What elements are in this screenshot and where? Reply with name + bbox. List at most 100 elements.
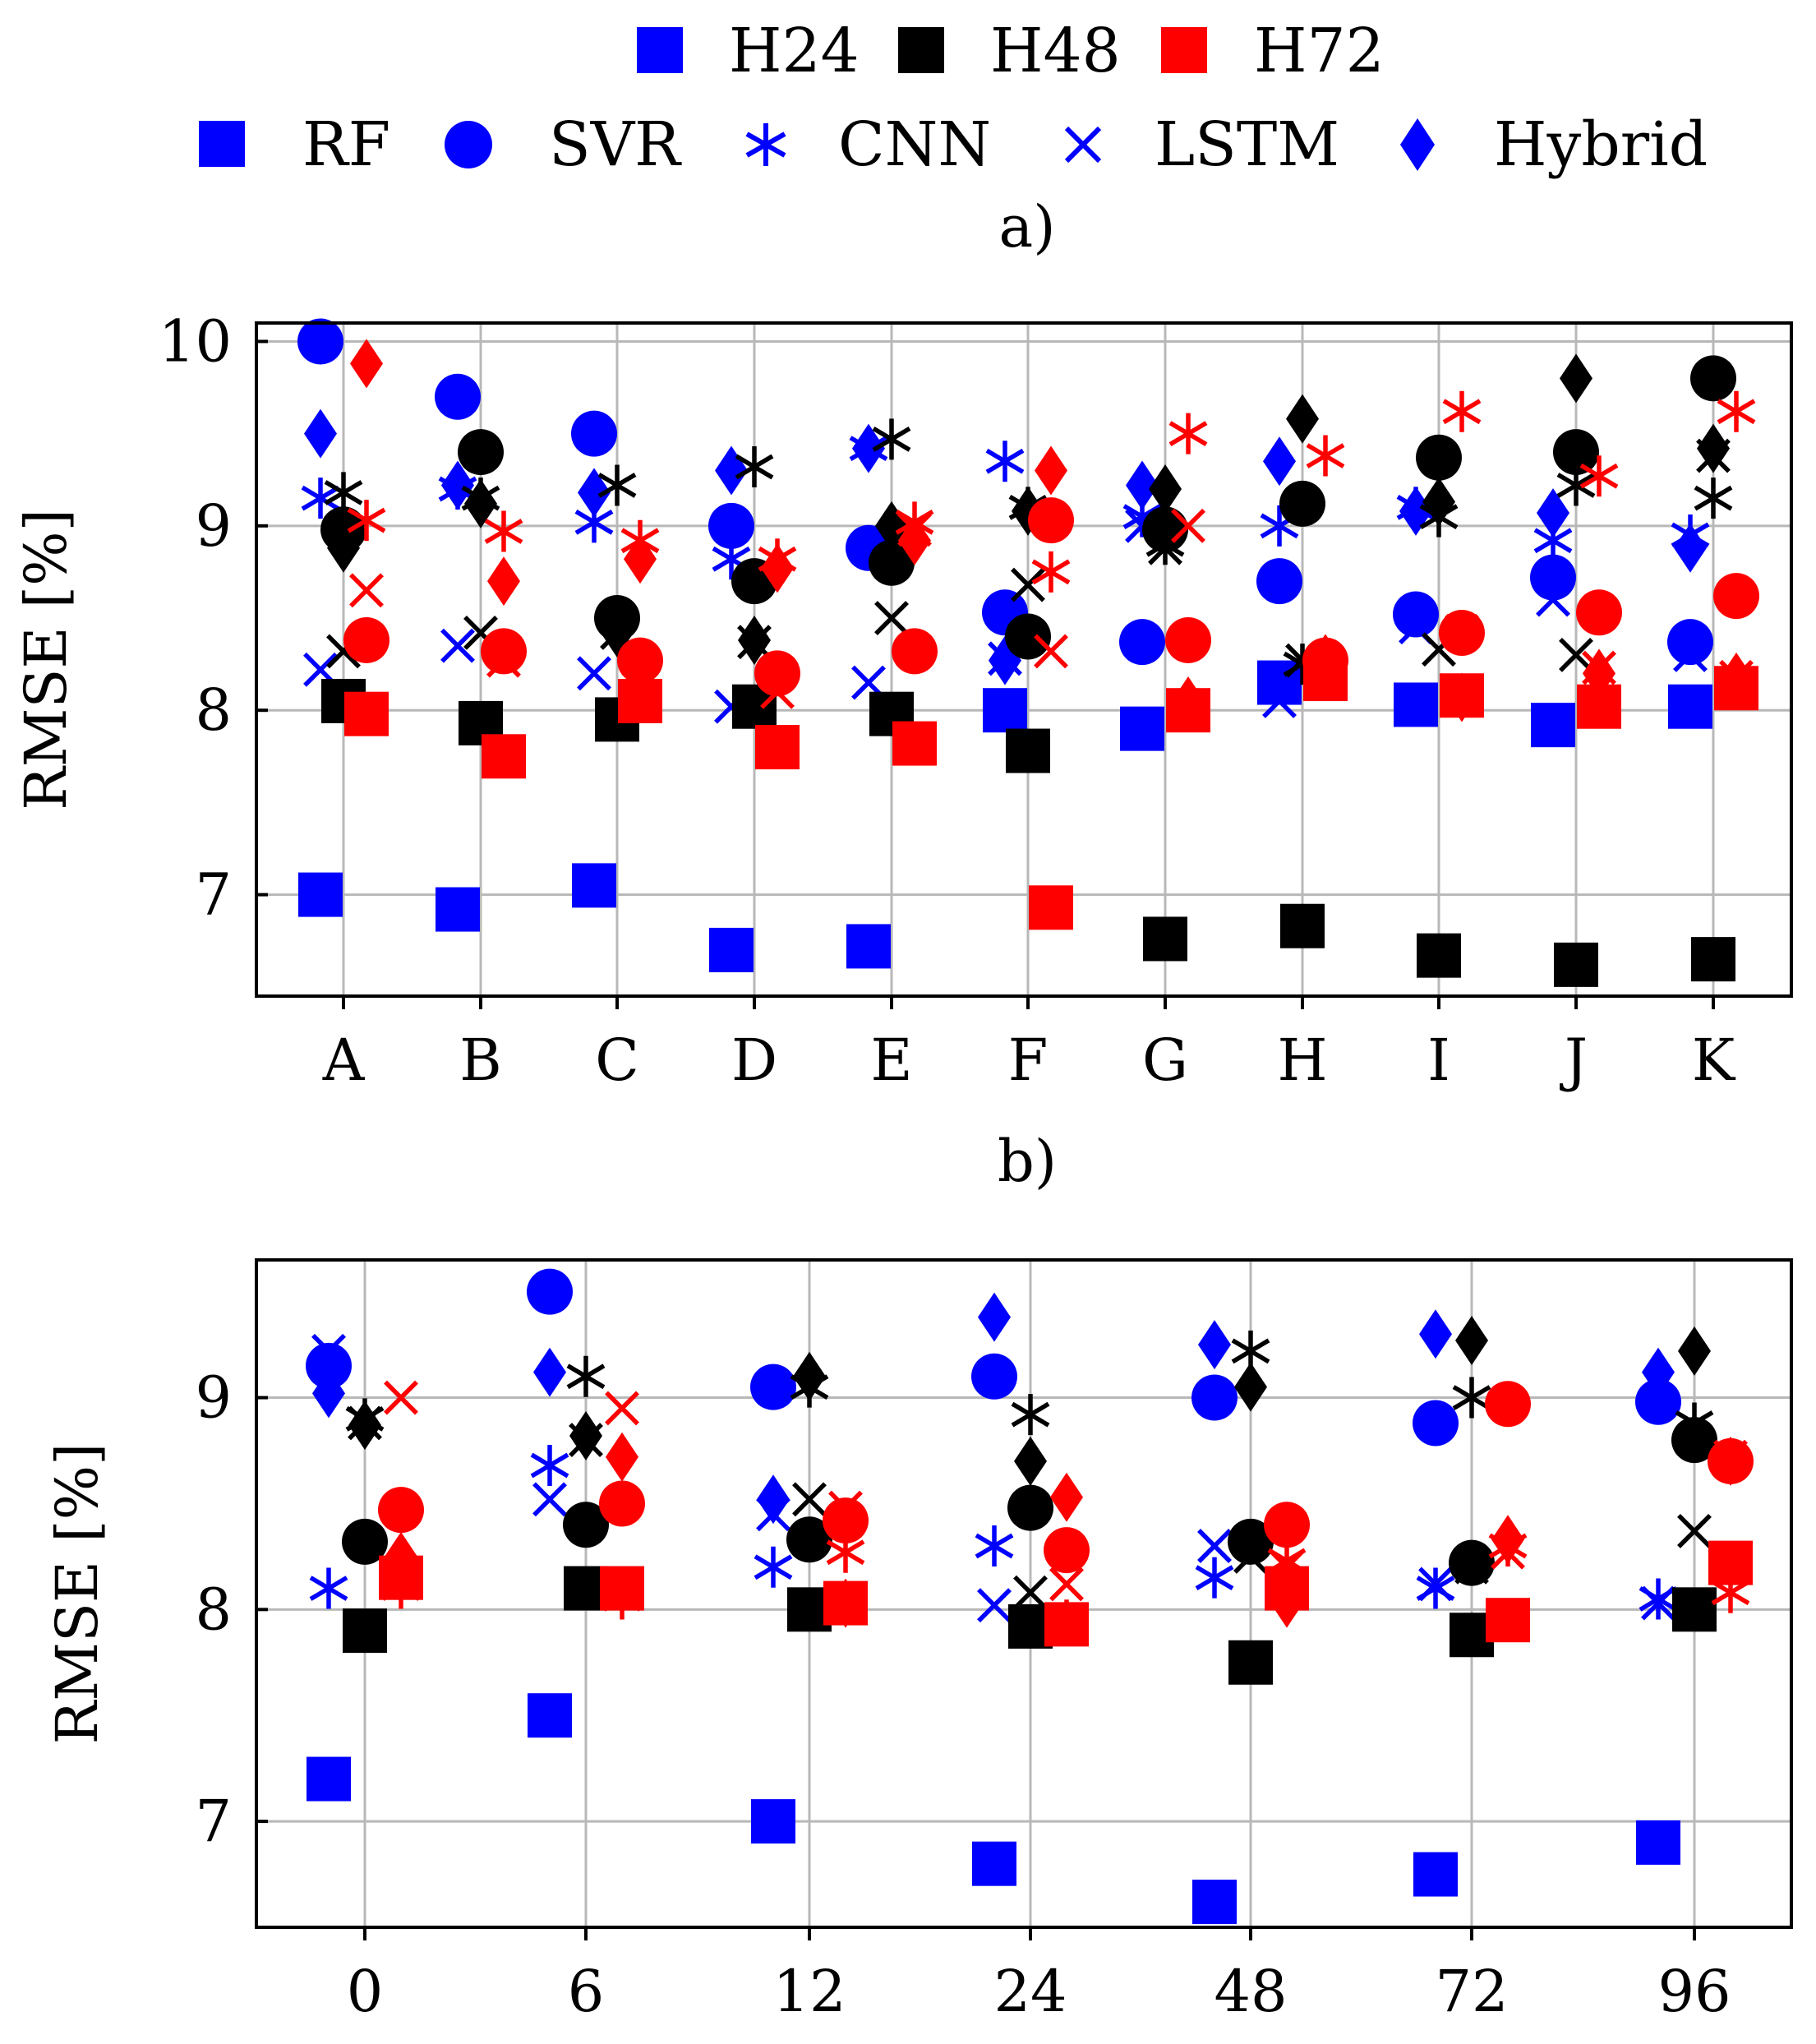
y-tick-label: 8 <box>195 1576 232 1643</box>
point-h48-lstm-48 <box>1233 1539 1268 1574</box>
legend-entry-h48: H48 <box>898 16 1121 86</box>
legend-entry-hybrid: Hybrid <box>1400 109 1708 180</box>
y-tick-label: 10 <box>159 307 232 375</box>
point-h24-lstm-j <box>1536 582 1570 617</box>
point-h24-lstm-24 <box>977 1588 1012 1623</box>
x-tick-label: B <box>459 1027 501 1094</box>
point-h24-lstm-0 <box>311 1333 346 1368</box>
point-h72-cnn-b <box>484 510 523 552</box>
point-h72-cnn-12 <box>826 1531 865 1573</box>
legend-h72-square-icon <box>1161 27 1207 73</box>
data-points <box>297 318 1759 987</box>
point-h48-rf-h <box>1280 903 1325 948</box>
point-h24-hybrid-g <box>1126 460 1159 510</box>
point-h24-rf-a <box>298 872 343 917</box>
point-h24-cnn-0 <box>309 1567 348 1609</box>
point-h24-rf-96 <box>1636 1820 1680 1865</box>
point-h72-hybrid-d <box>761 543 794 593</box>
point-h72-svr-b <box>481 628 527 675</box>
y-tick-label: 8 <box>195 676 232 744</box>
point-h72-hybrid-72 <box>1491 1515 1524 1565</box>
point-h24-cnn-f <box>985 441 1025 482</box>
point-h48-lstm-24 <box>1013 1575 1048 1610</box>
point-h72-svr-48 <box>1264 1502 1310 1548</box>
point-h24-lstm-b <box>440 628 475 663</box>
legend-entry-rf: RF <box>199 109 390 180</box>
point-h24-hybrid-6 <box>533 1347 566 1397</box>
x-tick-label: D <box>731 1027 777 1094</box>
point-h24-rf-24 <box>972 1841 1016 1886</box>
point-h48-cnn-a <box>324 472 363 514</box>
point-h72-svr-c <box>617 637 663 684</box>
point-h48-rf-i <box>1417 933 1461 978</box>
point-h48-cnn-72 <box>1452 1377 1491 1419</box>
point-h72-lstm-c <box>623 665 657 700</box>
point-h48-hybrid-72 <box>1455 1315 1488 1365</box>
x-tick-label: 24 <box>993 1958 1067 2025</box>
chart-b: 7 8 9 0 6 12 24 48 72 96 RMSE [%] <box>44 1258 1793 2025</box>
x-tick-label: 6 <box>568 1958 605 2025</box>
point-h48-svr-j <box>1553 429 1599 476</box>
point-h72-hybrid-48 <box>1270 1578 1303 1628</box>
point-h24-cnn-12 <box>754 1546 793 1588</box>
point-h24-svr-j <box>1530 554 1576 601</box>
point-h48-hybrid-6 <box>569 1410 602 1460</box>
point-h24-cnn-24 <box>975 1525 1014 1566</box>
point-h72-lstm-d <box>760 674 795 709</box>
point-h24-lstm-48 <box>1197 1529 1232 1563</box>
point-h48-svr-12 <box>786 1516 832 1563</box>
legend-h24-label: H24 <box>729 16 860 86</box>
point-h48-rf-96 <box>1672 1587 1717 1632</box>
point-h72-cnn-g <box>1168 413 1208 454</box>
grid <box>256 1260 1791 1927</box>
point-h24-rf-72 <box>1413 1852 1458 1897</box>
legend-rf-label: RF <box>302 109 390 180</box>
legend-h48-label: H48 <box>990 16 1121 86</box>
point-h72-svr-6 <box>599 1480 645 1527</box>
point-h48-lstm-j <box>1559 637 1593 672</box>
point-h48-hybrid-b <box>464 478 497 528</box>
point-h72-hybrid-0 <box>385 1531 417 1581</box>
point-h72-cnn-j <box>1579 455 1619 497</box>
point-h24-lstm-k <box>1673 637 1708 672</box>
point-h24-rf-0 <box>307 1756 351 1802</box>
point-h48-svr-h <box>1279 480 1325 527</box>
point-h24-hybrid-a <box>304 408 337 459</box>
point-h48-lstm-96 <box>1677 1514 1712 1548</box>
point-h48-cnn-6 <box>566 1355 606 1397</box>
x-tick-label: A <box>322 1027 366 1094</box>
point-h72-hybrid-k <box>1720 652 1753 702</box>
point-h72-svr-0 <box>378 1487 424 1534</box>
legend-cnn-asterisk-icon <box>745 123 786 166</box>
legend-lstm-cross-icon <box>1064 126 1102 164</box>
point-h72-cnn-i <box>1442 390 1482 432</box>
point-h24-rf-d <box>709 927 754 972</box>
point-h24-rf-48 <box>1192 1880 1237 1925</box>
legend-entry-h24: H24 <box>637 16 860 86</box>
point-h24-rf-k <box>1668 684 1712 729</box>
point-h72-hybrid-f <box>1035 445 1067 496</box>
legend-h24-square-icon <box>637 27 683 73</box>
point-h24-hybrid-j <box>1537 488 1569 538</box>
legend-h48-square-icon <box>898 27 944 73</box>
point-h72-svr-a <box>343 616 389 663</box>
point-h72-svr-f <box>1028 497 1074 544</box>
point-h72-lstm-b <box>486 643 521 678</box>
point-h48-hybrid-24 <box>1014 1436 1047 1486</box>
plot-frame <box>255 1258 1793 1929</box>
point-h48-hybrid-j <box>1560 353 1592 404</box>
point-h24-lstm-6 <box>532 1482 567 1517</box>
x-tick-label: C <box>595 1027 639 1094</box>
point-h48-lstm-e <box>874 601 909 635</box>
legend-hybrid-diamond-icon <box>1400 118 1435 171</box>
x-tick-label: E <box>870 1027 912 1094</box>
point-h72-svr-24 <box>1044 1527 1090 1574</box>
x-tick-label: G <box>1142 1027 1188 1094</box>
legend-entry-h72: H72 <box>1161 16 1385 86</box>
point-h24-svr-0 <box>306 1342 352 1389</box>
point-h48-svr-b <box>458 429 504 476</box>
point-h24-hybrid-72 <box>1419 1309 1452 1359</box>
point-h48-hybrid-12 <box>793 1351 826 1401</box>
point-h48-hybrid-96 <box>1678 1326 1711 1376</box>
point-h72-lstm-i <box>1445 613 1479 648</box>
